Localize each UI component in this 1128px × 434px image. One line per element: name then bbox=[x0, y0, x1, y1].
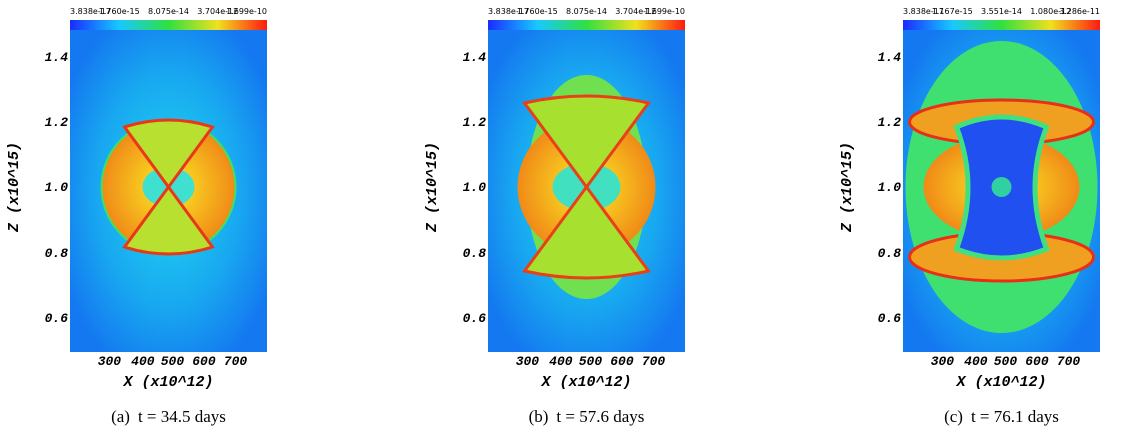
x-tick-label: 300 bbox=[516, 354, 540, 369]
y-tick-label: 0.8 bbox=[878, 246, 902, 261]
y-tick-label: 1.4 bbox=[878, 50, 902, 65]
x-tick-label: 500 bbox=[994, 354, 1018, 369]
colorbar-label: 1.699e-10 bbox=[644, 7, 685, 16]
colorbar bbox=[488, 20, 685, 30]
caption-label: (a) bbox=[111, 407, 130, 426]
y-axis-label: Z (x10^15) bbox=[839, 142, 856, 233]
x-tick-label: 600 bbox=[610, 354, 634, 369]
core bbox=[991, 177, 1012, 197]
panel: 3.838e-171.760e-15 8.075e-14 3.704e-121.69… bbox=[6, 7, 267, 426]
hourglass-lobe bbox=[122, 118, 215, 190]
y-tick-label: 1.4 bbox=[463, 50, 487, 65]
y-tick-label: 0.8 bbox=[45, 246, 69, 261]
hourglass-lobe bbox=[521, 94, 652, 190]
x-tick-label: 500 bbox=[161, 354, 185, 369]
panel: 3.838e-171.167e-15 3.551e-14 1.080e-123.28… bbox=[839, 7, 1100, 426]
panel: 3.838e-171.760e-15 8.075e-14 3.704e-121.69… bbox=[424, 7, 685, 426]
x-tick-label: 400 bbox=[964, 354, 988, 369]
x-tick-label: 300 bbox=[931, 354, 955, 369]
x-axis-label: X (x10^12) bbox=[955, 374, 1046, 391]
hourglass-lobe bbox=[122, 184, 215, 256]
x-tick-label: 700 bbox=[224, 354, 248, 369]
y-tick-label: 1.2 bbox=[463, 115, 487, 130]
caption: (c) t = 76.1 days bbox=[944, 407, 1059, 426]
y-tick-label: 1.2 bbox=[878, 115, 902, 130]
y-tick-label: 1.4 bbox=[45, 50, 69, 65]
caption: (a) t = 34.5 days bbox=[111, 407, 226, 426]
colorbar-label: 8.075e-14 bbox=[566, 7, 607, 16]
x-tick-label: 600 bbox=[192, 354, 216, 369]
colorbar-label: 1.167e-15 bbox=[932, 7, 973, 16]
colorbar-label: 3.704e-12 bbox=[197, 7, 238, 16]
caption-label: (b) bbox=[529, 407, 549, 426]
y-axis-label: Z (x10^15) bbox=[6, 142, 23, 233]
x-tick-label: 600 bbox=[1025, 354, 1049, 369]
x-axis-label: X (x10^12) bbox=[540, 374, 631, 391]
colorbar-label: 1.080e-12 bbox=[1030, 7, 1071, 16]
colorbar-label: 3.551e-14 bbox=[981, 7, 1022, 16]
caption: (b) t = 57.6 days bbox=[529, 407, 645, 426]
y-tick-label: 0.6 bbox=[878, 311, 902, 326]
caption-text: t = 57.6 days bbox=[556, 407, 644, 426]
colorbar-label: 1.760e-15 bbox=[517, 7, 558, 16]
y-tick-label: 1.0 bbox=[878, 180, 902, 195]
y-tick-label: 1.0 bbox=[45, 180, 69, 195]
y-tick-label: 0.8 bbox=[463, 246, 487, 261]
colorbar-label: 1.760e-15 bbox=[99, 7, 140, 16]
hourglass-lobe bbox=[521, 184, 652, 280]
y-tick-label: 0.6 bbox=[45, 311, 69, 326]
y-axis-label: Z (x10^15) bbox=[424, 142, 441, 233]
colorbar-label: 3.838e-17 bbox=[488, 7, 529, 16]
x-tick-label: 500 bbox=[579, 354, 603, 369]
y-tick-label: 0.6 bbox=[463, 311, 487, 326]
caption-text: t = 76.1 days bbox=[971, 407, 1059, 426]
colorbar-label: 3.286e-11 bbox=[1059, 7, 1100, 16]
caption-label: (c) bbox=[944, 407, 963, 426]
colorbar-label: 3.704e-12 bbox=[615, 7, 656, 16]
x-tick-label: 400 bbox=[549, 354, 573, 369]
y-tick-label: 1.2 bbox=[45, 115, 69, 130]
colorbar-label: 1.699e-10 bbox=[226, 7, 267, 16]
colorbar bbox=[70, 20, 267, 30]
y-tick-label: 1.0 bbox=[463, 180, 487, 195]
x-tick-label: 700 bbox=[642, 354, 666, 369]
caption-text: t = 34.5 days bbox=[138, 407, 226, 426]
x-tick-label: 300 bbox=[98, 354, 122, 369]
x-axis-label: X (x10^12) bbox=[122, 374, 213, 391]
colorbar-label: 8.075e-14 bbox=[148, 7, 189, 16]
colorbar-label: 3.838e-17 bbox=[70, 7, 111, 16]
x-tick-label: 400 bbox=[131, 354, 155, 369]
colorbar bbox=[903, 20, 1100, 30]
colorbar-label: 3.838e-17 bbox=[903, 7, 944, 16]
x-tick-label: 700 bbox=[1057, 354, 1081, 369]
